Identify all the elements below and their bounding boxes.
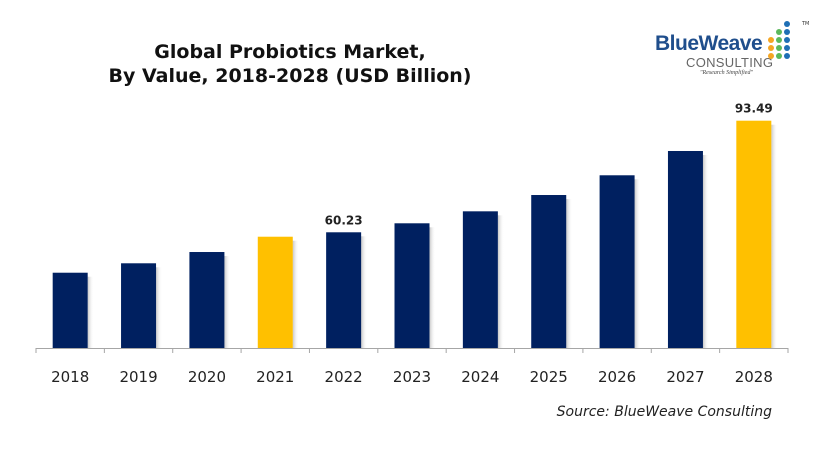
x-tick-label-2018: 2018 [51, 368, 89, 386]
source-note: Source: BlueWeave Consulting [556, 404, 772, 420]
chart-title-line-1: Global Probiotics Market, [154, 41, 426, 63]
bar-shadow [702, 154, 709, 348]
logo-trademark: TM [802, 21, 810, 27]
x-tick-label-2028: 2028 [735, 368, 773, 386]
bar-shadow [771, 124, 778, 348]
bar-shadow [497, 215, 504, 348]
bar-2018 [52, 272, 88, 348]
bar-2023 [394, 223, 430, 348]
logo-dot [768, 53, 774, 59]
logo-dot [768, 45, 774, 51]
bar-2027 [667, 150, 703, 348]
x-tick-label-2022: 2022 [325, 368, 363, 386]
bar-2020 [189, 252, 225, 348]
bar-shadow [292, 240, 299, 348]
bar-shadow [566, 199, 573, 348]
logo-dot [784, 53, 790, 59]
x-tick-label-2019: 2019 [119, 368, 157, 386]
logo-dot [784, 37, 790, 43]
bar-2025 [531, 195, 567, 348]
logo-name: BlueWeave [655, 32, 763, 55]
bar-2022 [326, 232, 362, 348]
data-label-2028: 93.49 [735, 102, 773, 116]
x-tick-label-2023: 2023 [393, 368, 431, 386]
logo-tagline: "Research Simplified" [700, 70, 753, 76]
logo-dot [776, 45, 782, 51]
bar-2028 [736, 120, 772, 348]
bar-2024 [462, 211, 498, 348]
bar-shadow [429, 227, 436, 348]
logo-dot [784, 29, 790, 35]
chart-title: Global Probiotics Market, By Value, 2018… [40, 40, 540, 88]
x-tick-label-2020: 2020 [188, 368, 226, 386]
logo-dot [784, 21, 790, 27]
logo-dot [776, 37, 782, 43]
logo-dot [776, 53, 782, 59]
data-label-2022: 60.23 [325, 213, 363, 227]
logo-subtitle: CONSULTING [686, 55, 774, 70]
bar-2019 [121, 263, 157, 348]
x-tick-label-2027: 2027 [666, 368, 704, 386]
x-tick-label-2021: 2021 [256, 368, 294, 386]
chart-title-line-2: By Value, 2018-2028 (USD Billion) [108, 65, 472, 87]
bar-shadow [156, 267, 163, 348]
logo-dot [768, 37, 774, 43]
bar-shadow [361, 236, 368, 348]
blueweave-logo: BlueWeave CONSULTING "Research Simplifie… [655, 18, 815, 83]
bar-2021 [257, 236, 293, 348]
bar-shadow [634, 179, 641, 348]
x-tick-label-2026: 2026 [598, 368, 636, 386]
logo-dot [784, 45, 790, 51]
logo-dots-icon [768, 21, 803, 61]
logo-dot [776, 29, 782, 35]
x-tick-label-2025: 2025 [530, 368, 568, 386]
x-tick-label-2024: 2024 [461, 368, 499, 386]
bar-2026 [599, 175, 635, 348]
bar-shadow [87, 276, 94, 348]
bar-shadow [224, 256, 231, 348]
